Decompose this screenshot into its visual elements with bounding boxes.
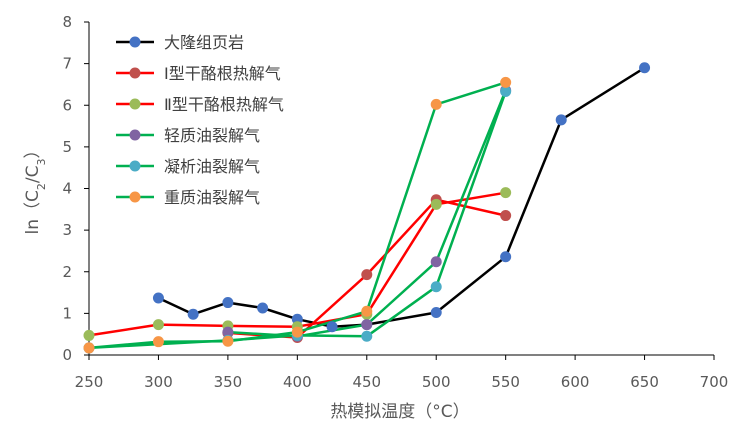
legend-marker bbox=[129, 129, 141, 141]
x-tick-label: 700 bbox=[700, 373, 729, 391]
x-axis-title: 热模拟温度（°C） bbox=[330, 402, 469, 422]
legend-marker bbox=[129, 98, 141, 110]
data-point-6 bbox=[361, 305, 373, 317]
data-point-6 bbox=[222, 335, 234, 347]
legend-label: 凝析油裂解气 bbox=[164, 157, 260, 176]
data-point-5 bbox=[361, 330, 373, 342]
data-point-6 bbox=[500, 76, 512, 88]
legend-marker bbox=[129, 36, 141, 48]
x-tick-label: 500 bbox=[422, 373, 451, 391]
legend-label: 大隆组页岩 bbox=[164, 33, 244, 52]
data-point-1 bbox=[555, 114, 567, 126]
x-tick-label: 350 bbox=[214, 373, 243, 391]
y-axis-title-prefix: ln（C bbox=[23, 190, 43, 234]
data-point-4 bbox=[361, 319, 373, 331]
data-point-1 bbox=[639, 62, 651, 74]
legend-marker bbox=[129, 160, 141, 172]
data-point-6 bbox=[430, 98, 442, 110]
data-point-5 bbox=[430, 281, 442, 293]
data-point-4 bbox=[222, 326, 234, 338]
y-tick-label: 6 bbox=[62, 96, 72, 114]
x-tick-label: 250 bbox=[75, 373, 104, 391]
y-axis-title: ln（C2/C3） bbox=[23, 142, 48, 235]
series-line-4 bbox=[227, 89, 507, 338]
data-point-6 bbox=[152, 336, 164, 348]
series-markers bbox=[83, 62, 651, 354]
data-point-1 bbox=[326, 321, 338, 333]
x-tick-label: 400 bbox=[283, 373, 312, 391]
axes: 0 1 2 3 4 5 6 7 8 250 300 350 400 450 500 550 600 650 700 bbox=[62, 13, 728, 391]
legend-label: 重质油裂解气 bbox=[164, 188, 260, 207]
data-point-3 bbox=[430, 198, 442, 210]
data-point-1 bbox=[257, 302, 269, 314]
y-tick-label: 5 bbox=[62, 138, 72, 156]
y-tick-label: 1 bbox=[62, 304, 72, 322]
data-point-5 bbox=[500, 86, 512, 98]
data-point-4 bbox=[430, 256, 442, 268]
y-tick-label: 0 bbox=[62, 346, 72, 364]
x-tick-label: 300 bbox=[144, 373, 173, 391]
legend-label: Ⅱ型干酪根热解气 bbox=[164, 95, 284, 114]
data-point-3 bbox=[152, 319, 164, 331]
legend-label: Ⅰ型干酪根热解气 bbox=[164, 64, 281, 83]
data-point-3 bbox=[500, 187, 512, 199]
legend-label: 轻质油裂解气 bbox=[164, 126, 260, 145]
data-point-6 bbox=[291, 326, 303, 338]
y-axis-title-sub2: 3 bbox=[35, 159, 48, 166]
y-tick-label: 7 bbox=[62, 55, 72, 73]
y-tick-label: 4 bbox=[62, 180, 72, 198]
data-point-2 bbox=[500, 210, 512, 222]
data-point-1 bbox=[152, 292, 164, 304]
y-tick-label: 3 bbox=[62, 221, 72, 239]
data-point-1 bbox=[187, 308, 199, 320]
x-tick-label: 600 bbox=[561, 373, 590, 391]
y-tick-label: 2 bbox=[62, 263, 72, 281]
data-point-3 bbox=[83, 329, 95, 341]
y-axis-title-suffix: ） bbox=[23, 142, 43, 159]
data-point-2 bbox=[361, 269, 373, 281]
y-tick-label: 8 bbox=[62, 13, 72, 31]
x-tick-label: 650 bbox=[630, 373, 659, 391]
data-point-1 bbox=[500, 251, 512, 263]
y-axis-title-sub1: 2 bbox=[35, 183, 48, 190]
y-axis-title-mid: /C bbox=[23, 166, 43, 184]
legend-marker bbox=[129, 67, 141, 79]
legend-marker bbox=[129, 191, 141, 203]
x-tick-label: 550 bbox=[491, 373, 520, 391]
data-point-1 bbox=[222, 297, 234, 309]
data-point-6 bbox=[83, 342, 95, 354]
x-tick-label: 450 bbox=[352, 373, 381, 391]
data-point-1 bbox=[430, 307, 442, 319]
series-line-5 bbox=[88, 91, 507, 350]
